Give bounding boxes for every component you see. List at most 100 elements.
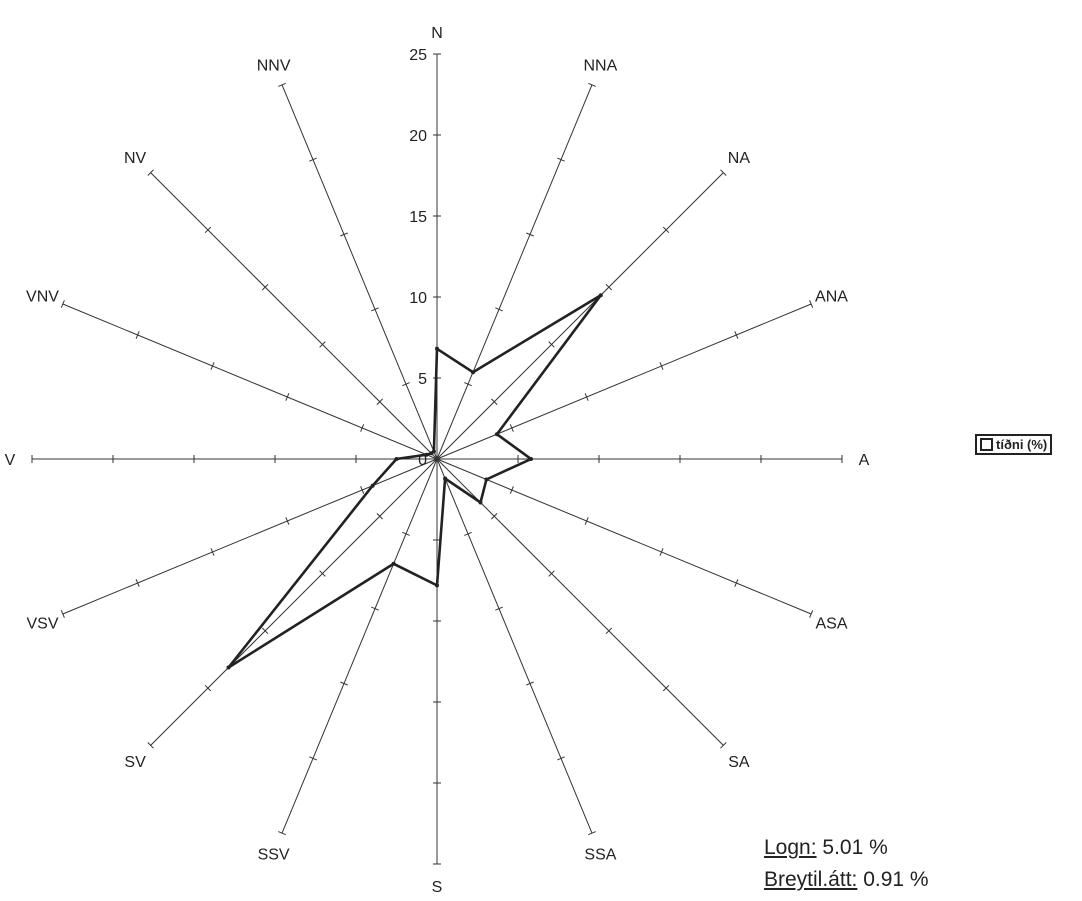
radial-tick-label: 15 (409, 209, 427, 226)
axis-tick (495, 307, 503, 312)
stats-block: Logn: 5.01 % Breytil.átt: 0.91 % (764, 832, 929, 896)
axis-tick (588, 831, 596, 836)
axis-tick (278, 82, 286, 87)
axis-tick (376, 398, 383, 405)
axis-tick (210, 362, 215, 370)
data-point-n (435, 346, 439, 351)
axis-label-vnv: VNV (26, 289, 59, 306)
axis-tick (135, 579, 140, 587)
axis-tick (285, 517, 290, 525)
axis-label-ana: ANA (815, 289, 848, 306)
axis-tick (662, 226, 670, 234)
axis-tick (509, 486, 514, 494)
axis-label-asa: ASA (815, 615, 847, 632)
axis-tick (809, 610, 814, 618)
axis-tick (548, 341, 555, 348)
axis-tick (376, 513, 383, 520)
axis-tick (60, 300, 65, 308)
calm-value: 5.01 % (822, 836, 888, 859)
axis-tick (371, 307, 379, 312)
radial-tick-label: 20 (409, 128, 427, 145)
axis-tick (60, 610, 65, 618)
axis-tick (605, 627, 613, 635)
axis-tick (720, 169, 727, 176)
axis-tick (204, 226, 212, 234)
axis-line-nna (436, 84, 593, 460)
axis-tick (464, 382, 472, 387)
legend-label: tíðni (%) (996, 437, 1048, 452)
axis-line-nnv (281, 84, 438, 460)
axis-tick (659, 362, 664, 370)
data-point-ana (494, 432, 499, 437)
axis-label-n: N (431, 25, 443, 42)
axis-tick (662, 684, 670, 692)
data-point-sv (226, 665, 231, 670)
data-point-ssv (391, 561, 396, 566)
axis-tick (659, 548, 664, 556)
axis-tick (340, 681, 348, 686)
axis-tick (526, 681, 534, 686)
axis-tick (309, 157, 317, 162)
axis-label-s: S (432, 879, 443, 896)
axis-tick (809, 300, 814, 308)
axis-tick (734, 579, 739, 587)
axis-label-vsv: VSV (26, 615, 58, 632)
axis-line-sa (436, 458, 724, 746)
axis-line-nv (150, 172, 438, 460)
axis-line-vsv (62, 458, 438, 615)
axis-tick (548, 570, 555, 577)
calm-stat: Logn: 5.01 % (764, 832, 929, 864)
axis-tick (734, 331, 739, 339)
legend: tíðni (%) (975, 434, 1053, 455)
calm-label: Logn: (764, 836, 817, 859)
axis-line-ana (436, 303, 812, 460)
data-point-na (598, 293, 603, 298)
data-point-sa (478, 500, 483, 505)
variable-label: Breytil.átt: (764, 868, 858, 891)
data-point-v (394, 457, 399, 461)
axis-tick (309, 756, 317, 761)
axis-label-ssv: SSV (258, 847, 290, 864)
axis-label-sa: SA (728, 754, 750, 771)
axis-tick (464, 531, 472, 536)
axis-label-nna: NNA (584, 58, 618, 75)
data-point-asa (484, 477, 489, 482)
axis-tick (319, 570, 326, 577)
axis-tick (584, 517, 589, 525)
axis-label-nnv: NNV (257, 58, 291, 75)
axis-tick (319, 341, 326, 348)
axis-tick (261, 283, 269, 291)
axis-tick (557, 756, 565, 761)
axis-label-v: V (5, 452, 16, 469)
data-point-nna (471, 370, 475, 375)
axis-tick (360, 424, 365, 432)
axis-tick (402, 531, 410, 536)
axis-tick (360, 486, 365, 494)
axis-label-ssa: SSA (584, 847, 616, 864)
axis-tick (402, 382, 410, 387)
axis-tick (261, 627, 269, 635)
legend-swatch (980, 438, 993, 451)
axis-tick (340, 232, 348, 237)
axis-tick (557, 157, 565, 162)
axis-tick (605, 283, 613, 291)
axis-label-na: NA (728, 150, 751, 167)
data-point-nnv (431, 449, 436, 454)
axis-line-ssa (436, 458, 593, 834)
radial-tick-label: 25 (409, 47, 427, 64)
axis-label-nv: NV (124, 150, 147, 167)
axis-line-sv (150, 458, 438, 746)
axis-label-a: A (859, 452, 870, 469)
axis-line-asa (436, 458, 812, 615)
axis-tick (278, 831, 286, 836)
axis-tick (285, 393, 290, 401)
axis-label-sv: SV (124, 754, 146, 771)
variable-stat: Breytil.átt: 0.91 % (764, 864, 929, 896)
data-point-vnv (424, 452, 429, 457)
axis-tick (491, 398, 498, 405)
axis-tick (210, 548, 215, 556)
axis-line-na (436, 172, 724, 460)
axis-tick (526, 232, 534, 237)
axis-tick (495, 606, 503, 611)
data-point-s (435, 583, 439, 588)
